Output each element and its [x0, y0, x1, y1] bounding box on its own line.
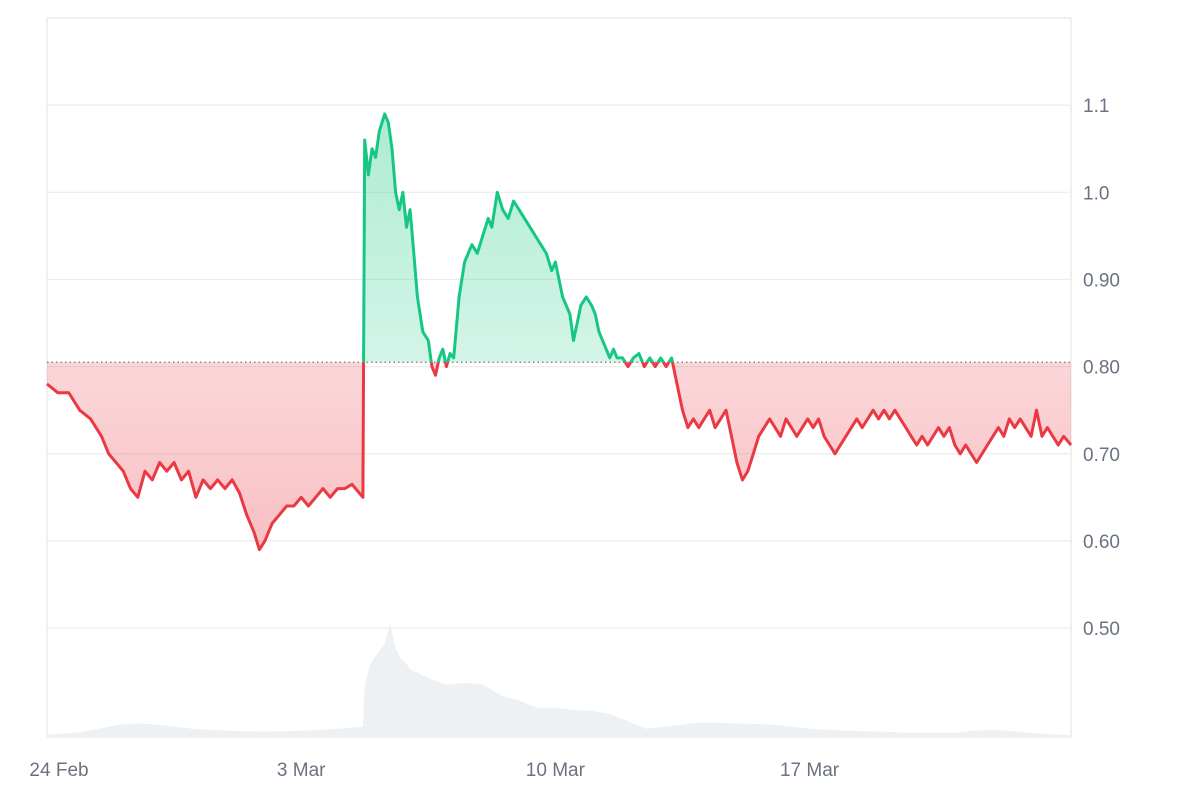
x-tick-label: 24 Feb	[29, 760, 88, 781]
x-tick-label: 10 Mar	[526, 760, 586, 781]
x-tick-label: 17 Mar	[780, 760, 840, 781]
area-layer	[47, 113, 1071, 550]
y-tick-label: 0.80	[1083, 358, 1120, 379]
volume-area	[47, 622, 1071, 737]
volume-layer	[47, 622, 1071, 737]
y-tick-label: 0.50	[1083, 619, 1120, 640]
y-tick-label: 0.70	[1083, 445, 1120, 466]
price-line-down	[46, 362, 1073, 552]
line-layer	[46, 112, 1073, 552]
area-above-baseline	[47, 113, 1071, 363]
y-tick-label: 0.60	[1083, 532, 1120, 553]
y-tick-label: 1.1	[1083, 96, 1109, 117]
y-axis-ticks: 1.1 1.0 0.90 0.80 0.70 0.60 0.50	[1083, 96, 1120, 640]
x-axis-ticks: 24 Feb 3 Mar 10 Mar 17 Mar	[29, 760, 839, 781]
price-line-up	[362, 112, 675, 363]
y-tick-label: 0.90	[1083, 270, 1120, 291]
area-below-baseline	[47, 362, 1071, 550]
y-tick-label: 1.0	[1083, 183, 1109, 204]
x-tick-label: 3 Mar	[277, 760, 326, 781]
